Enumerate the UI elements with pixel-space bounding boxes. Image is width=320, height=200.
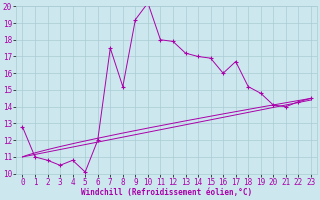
X-axis label: Windchill (Refroidissement éolien,°C): Windchill (Refroidissement éolien,°C) (81, 188, 252, 197)
